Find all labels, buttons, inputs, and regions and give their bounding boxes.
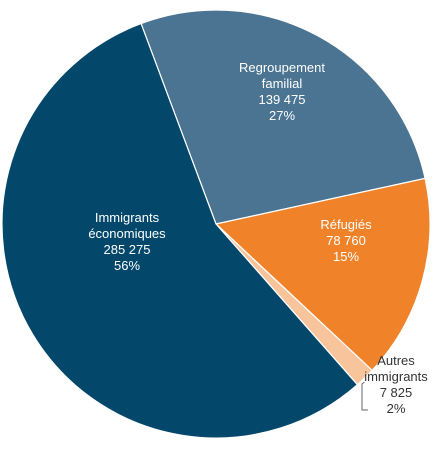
slice-label-2: Autres immigrants 7 825 2% [364,353,428,416]
slice-name-line: Regroupement [239,60,325,75]
slice-label-0: Regroupement familial 139 475 27% [239,60,325,123]
slice-label-1: Réfugiés 78 760 15% [320,217,372,264]
slice-name-line: Autres [377,353,415,368]
slice-percent: 2% [387,401,406,416]
slice-value: 78 760 [326,233,366,248]
slice-name-line: immigrants [364,369,428,384]
slice-value: 285 275 [104,242,151,257]
leader-line-2 [361,381,368,411]
slice-name-line: familial [262,76,303,91]
pie-slice-1 [214,177,431,372]
slice-name-line: économiques [88,226,166,241]
slice-percent: 15% [333,249,359,264]
slice-percent: 56% [114,258,140,273]
slice-value: 7 825 [380,385,413,400]
slice-percent: 27% [269,108,295,123]
pie-slice-3 [1,22,359,439]
pie-slice-0 [140,9,426,225]
slice-value: 139 475 [259,92,306,107]
slice-name-line: Réfugiés [320,217,372,232]
slice-name-line: Immigrants [95,210,160,225]
slice-label-3: Immigrants économiques 285 275 56% [88,210,166,273]
